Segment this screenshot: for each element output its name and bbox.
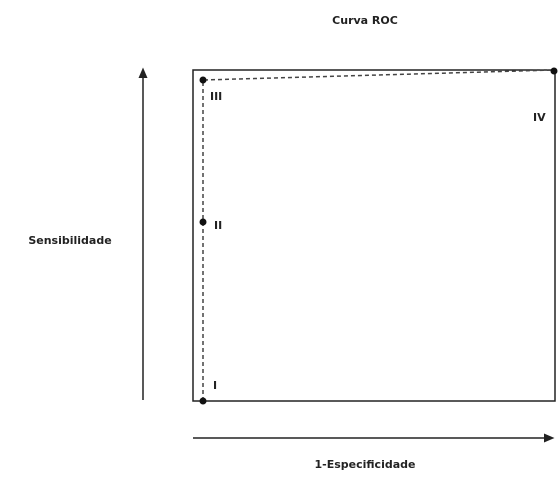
x-axis-label: 1-Especificidade bbox=[315, 458, 416, 471]
point bbox=[550, 67, 558, 75]
y-axis-label: Sensibilidade bbox=[28, 234, 111, 247]
point bbox=[199, 397, 207, 405]
point-label: II bbox=[214, 219, 222, 232]
point bbox=[199, 76, 207, 84]
point-label: I bbox=[213, 379, 217, 392]
point-label: IV bbox=[533, 111, 546, 124]
point bbox=[199, 218, 207, 226]
roc-curve bbox=[202, 69, 555, 401]
title: Curva ROC bbox=[332, 14, 398, 27]
plot-frame bbox=[192, 69, 556, 402]
point-label: III bbox=[210, 90, 222, 103]
